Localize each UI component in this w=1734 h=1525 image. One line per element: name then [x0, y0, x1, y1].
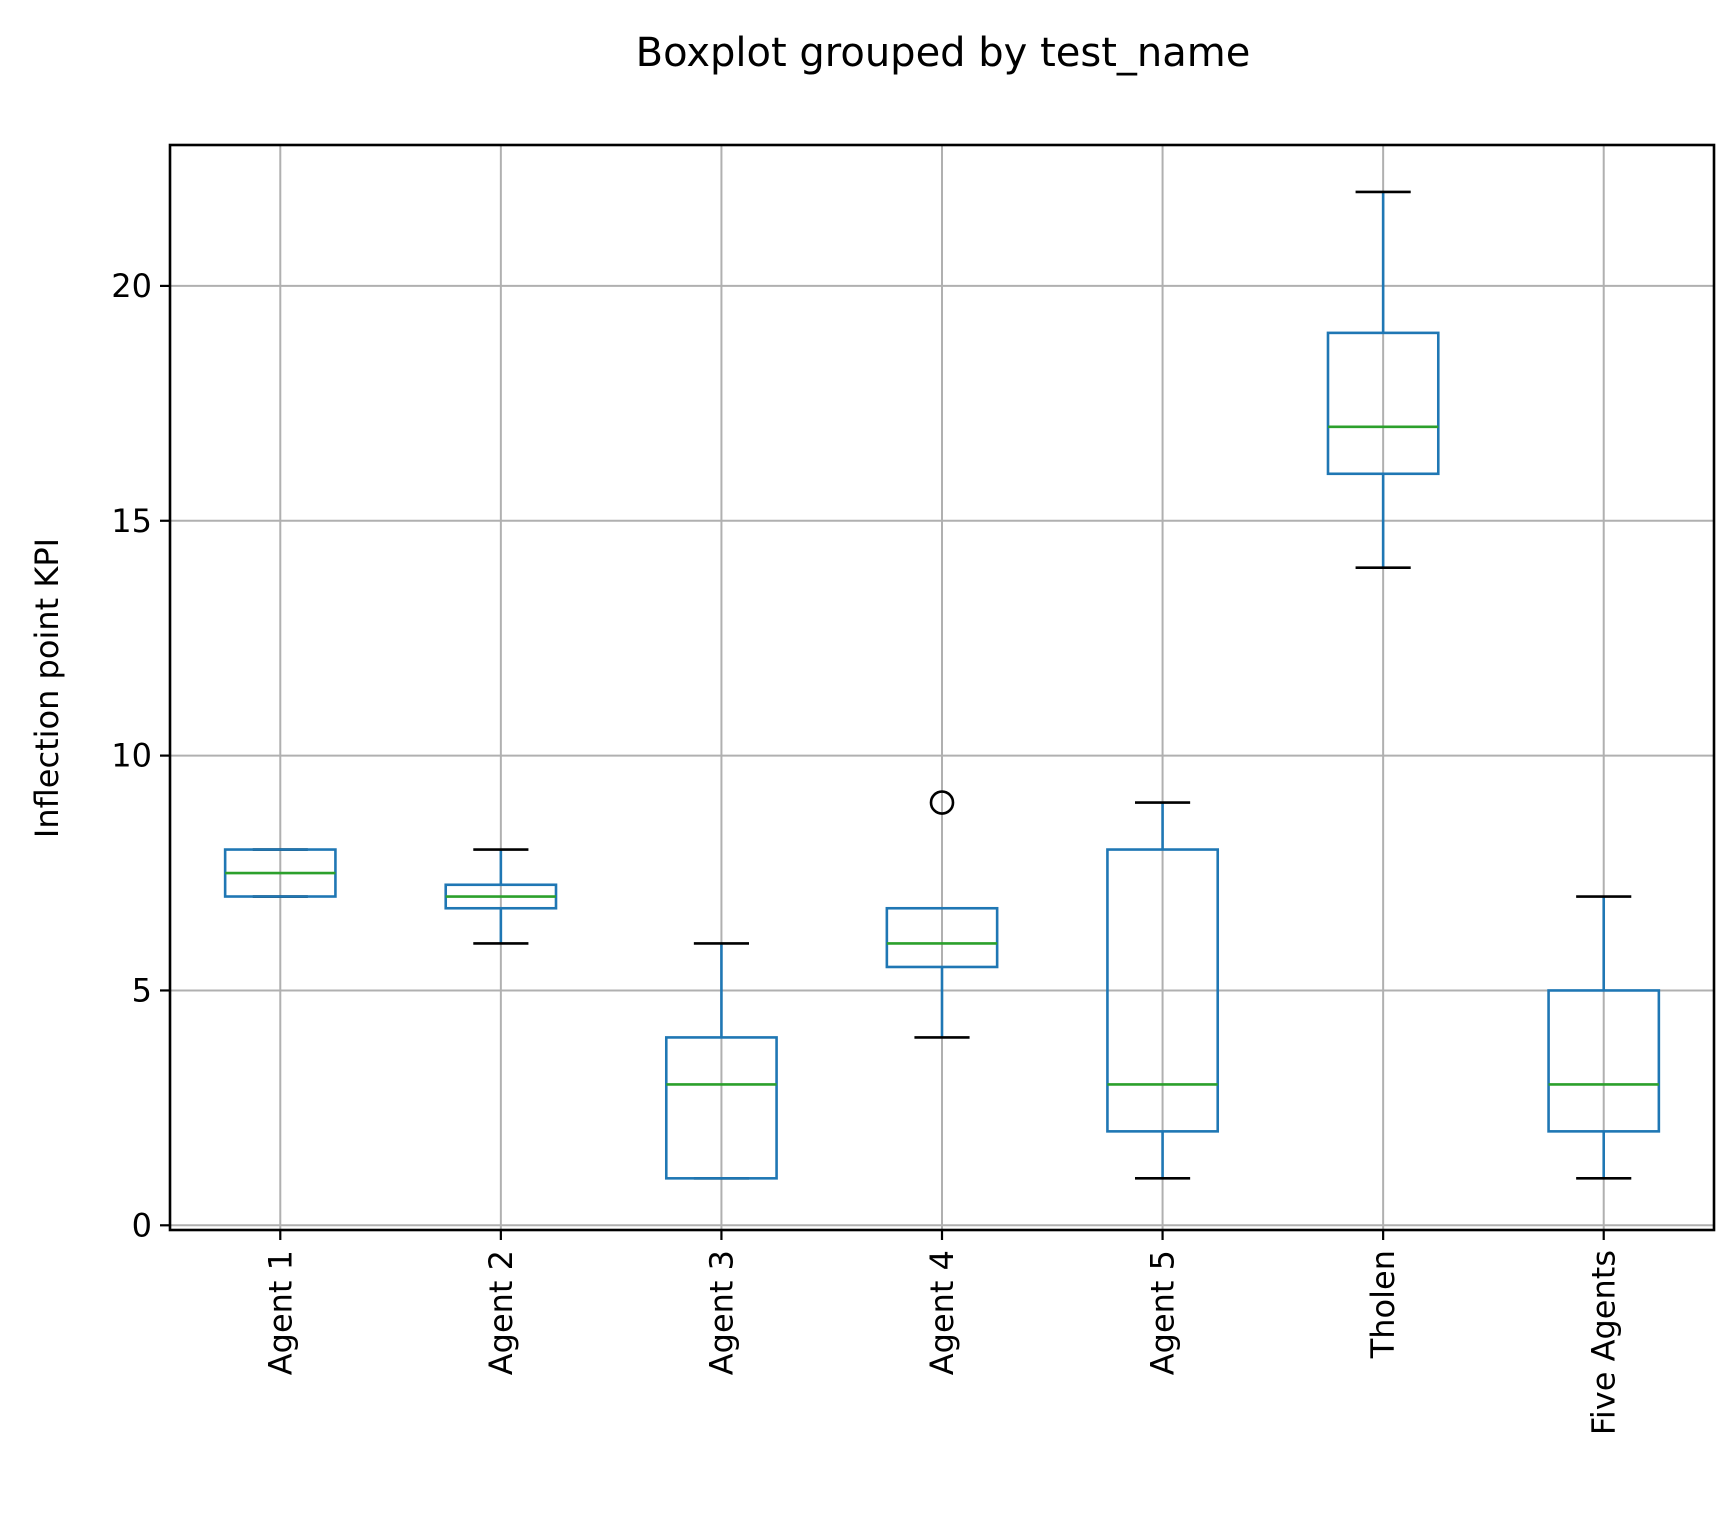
box-group-4	[885, 790, 999, 1039]
x-tick-label: Agent 3	[702, 1250, 740, 1375]
box-group-5	[1106, 801, 1220, 1180]
x-tick-label: Agent 2	[482, 1250, 520, 1375]
box-iqr	[664, 1036, 778, 1180]
box-iqr	[1106, 848, 1220, 1133]
box-iqr	[1326, 331, 1440, 476]
x-tick-label: Five Agents	[1585, 1250, 1623, 1435]
box-group-3	[664, 942, 778, 1180]
box-iqr	[1547, 989, 1661, 1133]
y-tick-label: 10	[111, 737, 152, 775]
axes: 0 5 10 15 20 Agent 1 Agent 2 Agent 3 Agent 4 Agen…	[111, 143, 1716, 1435]
x-tick-label: Agent 5	[1144, 1250, 1182, 1375]
grid-lines	[170, 145, 1714, 1230]
y-tick-label: 15	[111, 502, 152, 540]
chart-title: Boxplot grouped by test_name	[636, 30, 1251, 76]
y-tick-label: 0	[132, 1206, 152, 1244]
y-tick-label: 20	[111, 267, 152, 305]
box-group-7	[1547, 895, 1661, 1180]
box-group-6	[1326, 190, 1440, 570]
outlier-point	[929, 790, 955, 815]
box-group-1	[223, 848, 337, 898]
box-series	[223, 190, 1661, 1180]
x-tick-label: Tholen	[1364, 1250, 1402, 1359]
y-tick-label: 5	[132, 971, 152, 1009]
box-group-2	[444, 848, 558, 945]
x-tick-label: Agent 4	[923, 1250, 961, 1375]
box-iqr	[885, 906, 999, 969]
x-tick-label: Agent 1	[261, 1250, 299, 1375]
y-axis-label: Inflection point KPI	[28, 538, 66, 838]
